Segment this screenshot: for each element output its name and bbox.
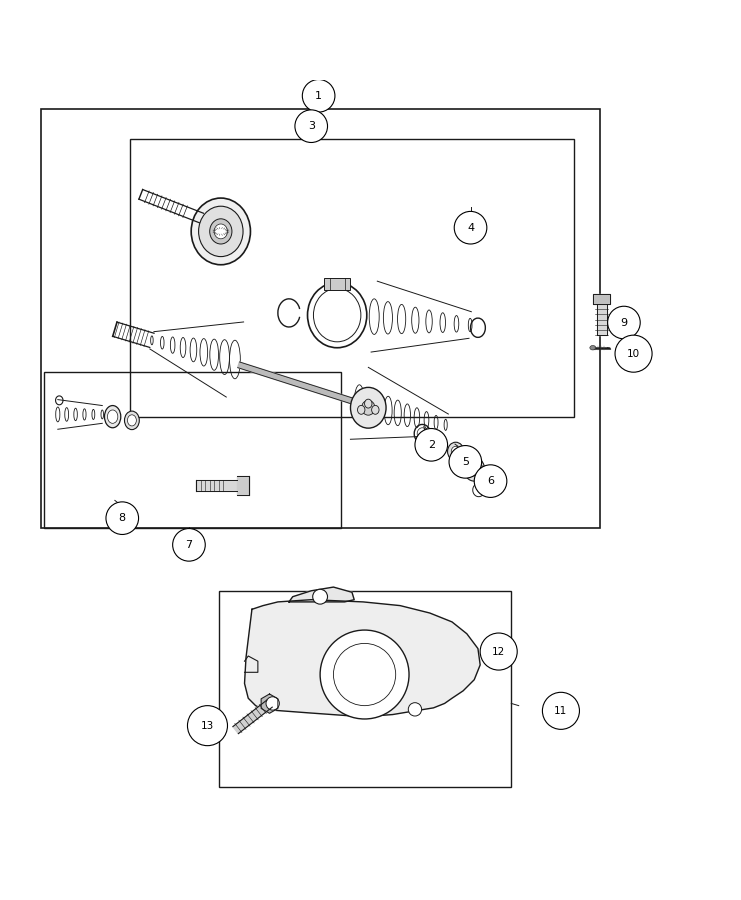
Ellipse shape bbox=[451, 446, 460, 456]
Circle shape bbox=[320, 630, 409, 719]
Polygon shape bbox=[261, 694, 278, 714]
Ellipse shape bbox=[107, 410, 118, 423]
Circle shape bbox=[173, 528, 205, 562]
Polygon shape bbox=[238, 362, 360, 406]
Ellipse shape bbox=[350, 387, 386, 428]
Bar bbox=[488, 649, 499, 663]
Text: 1: 1 bbox=[315, 91, 322, 101]
Circle shape bbox=[333, 644, 396, 706]
Bar bbox=[44, 373, 341, 527]
Text: 4: 4 bbox=[467, 222, 474, 233]
Ellipse shape bbox=[191, 198, 250, 265]
Text: 8: 8 bbox=[119, 513, 126, 523]
Circle shape bbox=[106, 502, 139, 535]
Text: 11: 11 bbox=[554, 706, 568, 716]
Circle shape bbox=[295, 110, 328, 142]
Bar bbox=[130, 139, 574, 417]
Text: 6: 6 bbox=[487, 476, 494, 486]
Polygon shape bbox=[196, 480, 237, 491]
Circle shape bbox=[542, 692, 579, 729]
Circle shape bbox=[313, 590, 328, 604]
Circle shape bbox=[302, 79, 335, 112]
Bar bbox=[41, 109, 600, 527]
Text: 12: 12 bbox=[492, 646, 505, 657]
Circle shape bbox=[415, 428, 448, 461]
Ellipse shape bbox=[124, 411, 139, 429]
Circle shape bbox=[408, 703, 422, 716]
Circle shape bbox=[187, 706, 227, 746]
Circle shape bbox=[474, 464, 507, 498]
Ellipse shape bbox=[357, 405, 365, 414]
Text: 13: 13 bbox=[201, 721, 214, 731]
Ellipse shape bbox=[464, 457, 485, 482]
Bar bbox=[219, 590, 511, 788]
Ellipse shape bbox=[448, 442, 464, 461]
Ellipse shape bbox=[590, 346, 596, 350]
Ellipse shape bbox=[104, 406, 121, 428]
Circle shape bbox=[454, 212, 487, 244]
Text: 10: 10 bbox=[627, 348, 640, 359]
Circle shape bbox=[480, 633, 517, 670]
Text: 5: 5 bbox=[462, 457, 469, 467]
Polygon shape bbox=[237, 476, 249, 495]
Text: 2: 2 bbox=[428, 440, 435, 450]
Circle shape bbox=[266, 697, 279, 710]
Circle shape bbox=[615, 335, 652, 373]
Ellipse shape bbox=[127, 415, 136, 426]
Text: 9: 9 bbox=[620, 318, 628, 328]
Polygon shape bbox=[233, 700, 272, 734]
Polygon shape bbox=[594, 293, 610, 304]
Polygon shape bbox=[289, 587, 354, 602]
Ellipse shape bbox=[199, 206, 243, 256]
Polygon shape bbox=[597, 304, 607, 335]
Ellipse shape bbox=[365, 400, 372, 408]
Text: 7: 7 bbox=[185, 540, 193, 550]
Ellipse shape bbox=[214, 224, 227, 238]
Text: 3: 3 bbox=[308, 122, 315, 131]
Ellipse shape bbox=[372, 405, 379, 414]
Bar bbox=[324, 278, 350, 290]
Circle shape bbox=[449, 446, 482, 478]
Polygon shape bbox=[245, 599, 480, 716]
Ellipse shape bbox=[468, 463, 480, 476]
Circle shape bbox=[608, 306, 640, 339]
Ellipse shape bbox=[210, 219, 232, 244]
Ellipse shape bbox=[362, 400, 375, 415]
